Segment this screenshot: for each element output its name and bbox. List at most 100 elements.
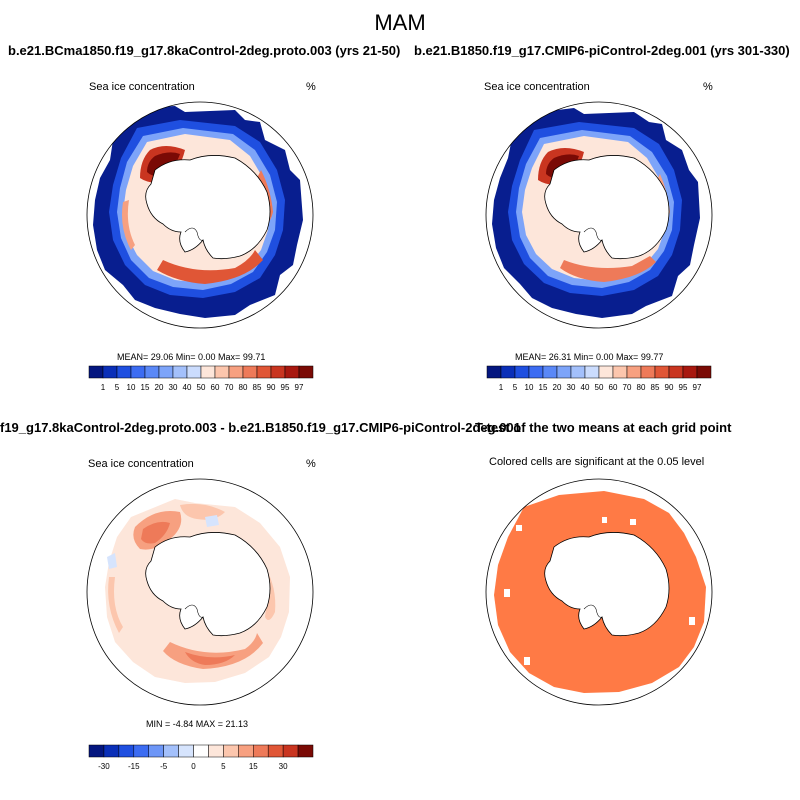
colorbar-swatch: [256, 365, 272, 379]
colorbar-tick-label: -5: [160, 762, 168, 771]
colorbar-swatch: [158, 365, 174, 379]
colorbar-swatch: [542, 365, 558, 379]
panel4-antarctica: [544, 532, 670, 637]
panel4-subtitle: Colored cells are significant at the 0.0…: [489, 456, 705, 468]
colorbar-swatch: [214, 365, 230, 379]
colorbar-tick-label: 97: [295, 383, 304, 392]
panel1-colorbar: 1 5 10 15 20 30 40 50 60 70 80 85 90 95 97: [88, 365, 314, 392]
panel1-title: b.e21.BCma1850.f19_g17.8kaControl-2deg.p…: [8, 43, 401, 58]
colorbar-swatch: [682, 365, 698, 379]
panel3-colorbar: -30 -15 -5 0 5 15 30: [88, 744, 314, 771]
colorbar-swatch: [270, 365, 286, 379]
colorbar-tick-label: 80: [637, 383, 646, 392]
colorbar-tick-label: 95: [679, 383, 688, 392]
panel2-antarctica: [544, 155, 670, 260]
panel2-variable-label: Sea ice concentration: [484, 81, 590, 93]
colorbar-tick-label: -15: [128, 762, 140, 771]
colorbar-tick-label: 5: [513, 383, 518, 392]
colorbar-swatch: [186, 365, 202, 379]
colorbar-tick-label: 1: [499, 383, 504, 392]
colorbar-swatch: [486, 365, 502, 379]
colorbar-swatch: [253, 744, 269, 758]
colorbar-swatch: [612, 365, 628, 379]
colorbar-swatch: [584, 365, 600, 379]
figure-title: MAM: [374, 10, 426, 35]
panel3-variable-label: Sea ice concentration: [88, 458, 194, 470]
colorbar-swatch: [118, 744, 135, 758]
colorbar-tick-label: 15: [249, 762, 258, 771]
colorbar-swatch: [172, 365, 188, 379]
colorbar-tick-label: -30: [98, 762, 110, 771]
panel2-title: b.e21.B1850.f19_g17.CMIP6-piControl-2deg…: [414, 43, 790, 58]
colorbar-tick-label: 0: [191, 762, 196, 771]
colorbar-swatch: [238, 744, 254, 758]
panel4-title: T-test of the two means at each grid poi…: [475, 420, 732, 435]
panel1-antarctica: [145, 155, 271, 260]
colorbar-swatch: [163, 744, 179, 758]
colorbar-swatch: [556, 365, 572, 379]
colorbar-tick-label: 5: [115, 383, 120, 392]
panel3-title: f19_g17.8kaControl-2deg.proto.003 - b.e2…: [0, 420, 521, 435]
panel2-colorbar: 1 5 10 15 20 30 40 50 60 70 80 85 90 95 97: [486, 365, 712, 392]
colorbar-swatch: [223, 744, 239, 758]
colorbar-tick-label: 40: [183, 383, 192, 392]
colorbar-tick-label: 10: [127, 383, 136, 392]
colorbar-tick-label: 95: [281, 383, 290, 392]
colorbar-swatch: [696, 365, 712, 379]
panel3-statistics: MIN = -4.84 MAX = 21.13: [146, 719, 249, 729]
colorbar-swatch: [193, 744, 209, 758]
colorbar-tick-label: 5: [221, 762, 226, 771]
panel3-units-label: %: [306, 458, 316, 470]
colorbar-tick-label: 30: [169, 383, 178, 392]
colorbar-swatch: [598, 365, 614, 379]
colorbar-swatch: [208, 744, 224, 758]
colorbar-swatch: [570, 365, 586, 379]
colorbar-swatch: [200, 365, 216, 379]
panel1-map: [86, 101, 314, 329]
panel4-map: [485, 478, 713, 706]
colorbar-tick-label: 85: [253, 383, 262, 392]
colorbar-tick-label: 85: [651, 383, 660, 392]
colorbar-swatch: [626, 365, 642, 379]
colorbar-tick-label: 80: [239, 383, 248, 392]
colorbar-tick-label: 15: [141, 383, 150, 392]
colorbar-swatch: [102, 365, 118, 379]
colorbar-swatch: [133, 744, 149, 758]
colorbar-swatch: [284, 365, 300, 379]
colorbar-swatch: [103, 744, 120, 758]
panel3-antarctica: [145, 532, 271, 637]
panel2-units-label: %: [703, 81, 713, 93]
colorbar-tick-label: 15: [539, 383, 548, 392]
colorbar-tick-label: 60: [211, 383, 220, 392]
colorbar-tick-label: 20: [553, 383, 562, 392]
colorbar-tick-label: 1: [101, 383, 106, 392]
colorbar-tick-label: 50: [197, 383, 206, 392]
colorbar-swatch: [178, 744, 194, 758]
colorbar-tick-label: 50: [595, 383, 604, 392]
colorbar-swatch: [267, 744, 284, 758]
colorbar-swatch: [514, 365, 530, 379]
panel1-statistics: MEAN= 29.06 Min= 0.00 Max= 99.71: [117, 352, 266, 362]
colorbar-swatch: [668, 365, 684, 379]
colorbar-tick-label: 70: [623, 383, 632, 392]
colorbar-swatch: [148, 744, 164, 758]
colorbar-tick-label: 10: [525, 383, 534, 392]
colorbar-swatch: [298, 365, 314, 379]
colorbar-tick-label: 90: [267, 383, 276, 392]
colorbar-swatch: [282, 744, 299, 758]
colorbar-swatch: [130, 365, 146, 379]
colorbar-tick-label: 20: [155, 383, 164, 392]
panel1-variable-label: Sea ice concentration: [89, 81, 195, 93]
colorbar-swatch: [528, 365, 544, 379]
colorbar-swatch: [88, 365, 104, 379]
colorbar-swatch: [116, 365, 132, 379]
colorbar-tick-label: 60: [609, 383, 618, 392]
panel2-map: [485, 101, 713, 329]
panel3-map: [86, 478, 314, 706]
colorbar-swatch: [242, 365, 258, 379]
colorbar-swatch: [640, 365, 656, 379]
colorbar-tick-label: 40: [581, 383, 590, 392]
colorbar-tick-label: 30: [567, 383, 576, 392]
panel1-units-label: %: [306, 81, 316, 93]
colorbar-swatch: [144, 365, 160, 379]
